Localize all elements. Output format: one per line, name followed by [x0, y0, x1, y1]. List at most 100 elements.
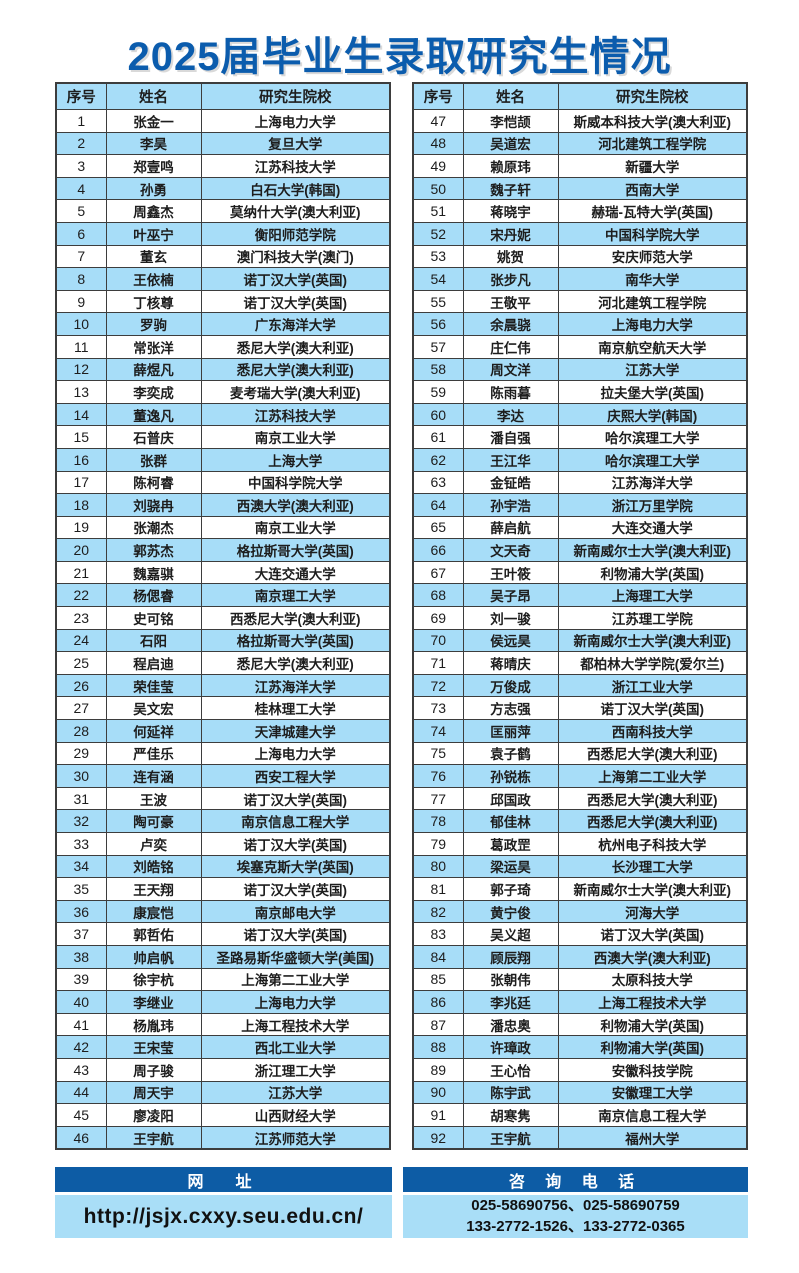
seq-cell: 67 [412, 560, 464, 585]
school-cell: 南华大学 [557, 267, 748, 291]
table-row: 52 宋丹妮 中国科学院大学 [412, 221, 748, 246]
table-row: 88 许璋政 利物浦大学(英国) [412, 1035, 748, 1059]
school-cell: 上海第二工业大学 [557, 764, 748, 788]
seq-cell: 54 [412, 267, 464, 291]
name-cell: 文天奇 [462, 538, 559, 562]
seq-cell: 78 [412, 809, 464, 833]
school-cell: 中国科学院大学 [557, 221, 748, 246]
table-row: 60 李达 庆熙大学(韩国) [412, 402, 748, 427]
school-cell: 诺丁汉大学(英国) [200, 922, 391, 946]
name-cell: 张潮杰 [105, 515, 202, 540]
column-header-name: 姓名 [105, 82, 202, 110]
table-row: 10 罗驹 广东海洋大学 [55, 312, 391, 336]
school-cell: 浙江理工大学 [200, 1057, 391, 1082]
name-cell: 潘忠奥 [462, 1012, 559, 1037]
school-cell: 埃塞克斯大学(英国) [200, 854, 391, 879]
footer-phone-section: 咨 询 电 话 025-58690756、025-58690759 133-27… [403, 1167, 748, 1238]
table-row: 15 石普庆 南京工业大学 [55, 425, 391, 449]
seq-cell: 90 [412, 1080, 464, 1105]
name-cell: 方志强 [462, 696, 559, 721]
school-cell: 安徽科技学院 [557, 1057, 748, 1082]
name-cell: 卢奕 [105, 832, 202, 856]
name-cell: 吴子昂 [462, 583, 559, 608]
table-row: 31 王波 诺丁汉大学(英国) [55, 786, 391, 811]
name-cell: 孙锐栋 [462, 764, 559, 788]
seq-cell: 29 [55, 741, 107, 766]
seq-cell: 81 [412, 877, 464, 901]
name-cell: 余晨骁 [462, 312, 559, 336]
table-row: 40 李继业 上海电力大学 [55, 990, 391, 1014]
name-cell: 吴文宏 [105, 696, 202, 721]
name-cell: 杨偲睿 [105, 583, 202, 608]
name-cell: 梁运昊 [462, 854, 559, 879]
seq-cell: 86 [412, 990, 464, 1014]
table-row: 54 张步凡 南华大学 [412, 267, 748, 291]
table-row: 47 李恺颉 斯威本科技大学(澳大利亚) [412, 109, 748, 133]
seq-cell: 35 [55, 877, 107, 901]
seq-cell: 26 [55, 673, 107, 698]
table-row: 28 何延祥 天津城建大学 [55, 719, 391, 743]
table-row: 67 王叶筱 利物浦大学(英国) [412, 560, 748, 585]
name-cell: 严佳乐 [105, 741, 202, 766]
footer-website-section: 网 址 http://jsjx.cxxy.seu.edu.cn/ [55, 1167, 392, 1238]
column-header-school: 研究生院校 [200, 82, 391, 110]
seq-cell: 43 [55, 1057, 107, 1082]
name-cell: 董逸凡 [105, 402, 202, 427]
name-cell: 王叶筱 [462, 560, 559, 585]
school-cell: 新南威尔士大学(澳大利亚) [557, 628, 748, 653]
column-header-name: 姓名 [462, 82, 559, 110]
school-cell: 上海工程技术大学 [200, 1012, 391, 1037]
table-row: 25 程启迪 悉尼大学(澳大利亚) [55, 651, 391, 675]
school-cell: 上海第二工业大学 [200, 967, 391, 992]
name-cell: 邱国政 [462, 786, 559, 811]
table-row: 29 严佳乐 上海电力大学 [55, 741, 391, 766]
seq-cell: 87 [412, 1012, 464, 1037]
name-cell: 李达 [462, 402, 559, 427]
school-cell: 白石大学(韩国) [200, 176, 391, 201]
school-cell: 西悉尼大学(澳大利亚) [557, 786, 748, 811]
name-cell: 王宇航 [105, 1125, 202, 1150]
name-cell: 李奕成 [105, 380, 202, 404]
table-row: 82 黄宁俊 河海大学 [412, 899, 748, 924]
name-cell: 董玄 [105, 244, 202, 269]
name-cell: 史可铭 [105, 606, 202, 630]
header-row: 序号 姓名 研究生院校 [55, 82, 391, 110]
phone-line-2: 133-2772-1526、133-2772-0365 [466, 1217, 685, 1235]
school-cell: 悉尼大学(澳大利亚) [200, 334, 391, 359]
table-row: 37 郭哲佑 诺丁汉大学(英国) [55, 922, 391, 946]
seq-cell: 59 [412, 380, 464, 404]
school-cell: 悉尼大学(澳大利亚) [200, 357, 391, 382]
name-cell: 王敬平 [462, 289, 559, 314]
table-row: 33 卢奕 诺丁汉大学(英国) [55, 832, 391, 856]
seq-cell: 92 [412, 1125, 464, 1150]
name-cell: 王宋莹 [105, 1035, 202, 1059]
name-cell: 魏嘉骐 [105, 560, 202, 585]
phone-label: 咨 询 电 话 [403, 1167, 748, 1192]
name-cell: 李兆廷 [462, 990, 559, 1014]
school-cell: 江苏大学 [557, 357, 748, 382]
seq-cell: 38 [55, 944, 107, 969]
school-cell: 杭州电子科技大学 [557, 832, 748, 856]
school-cell: 大连交通大学 [200, 560, 391, 585]
seq-cell: 28 [55, 719, 107, 743]
name-cell: 周子骏 [105, 1057, 202, 1082]
school-cell: 江苏海洋大学 [200, 673, 391, 698]
school-cell: 江苏理工学院 [557, 606, 748, 630]
school-cell: 西悉尼大学(澳大利亚) [200, 606, 391, 630]
name-cell: 周天宇 [105, 1080, 202, 1105]
seq-cell: 55 [412, 289, 464, 314]
name-cell: 石阳 [105, 628, 202, 653]
school-cell: 南京工业大学 [200, 515, 391, 540]
name-cell: 薛启航 [462, 515, 559, 540]
school-cell: 诺丁汉大学(英国) [557, 922, 748, 946]
name-cell: 郁佳林 [462, 809, 559, 833]
table-row: 1 张金一 上海电力大学 [55, 109, 391, 133]
name-cell: 王宇航 [462, 1125, 559, 1150]
table-row: 34 刘皓铭 埃塞克斯大学(英国) [55, 854, 391, 879]
seq-cell: 68 [412, 583, 464, 608]
website-url: http://jsjx.cxxy.seu.edu.cn/ [55, 1195, 392, 1238]
seq-cell: 80 [412, 854, 464, 879]
school-cell: 哈尔滨理工大学 [557, 447, 748, 472]
table-row: 87 潘忠奥 利物浦大学(英国) [412, 1012, 748, 1037]
